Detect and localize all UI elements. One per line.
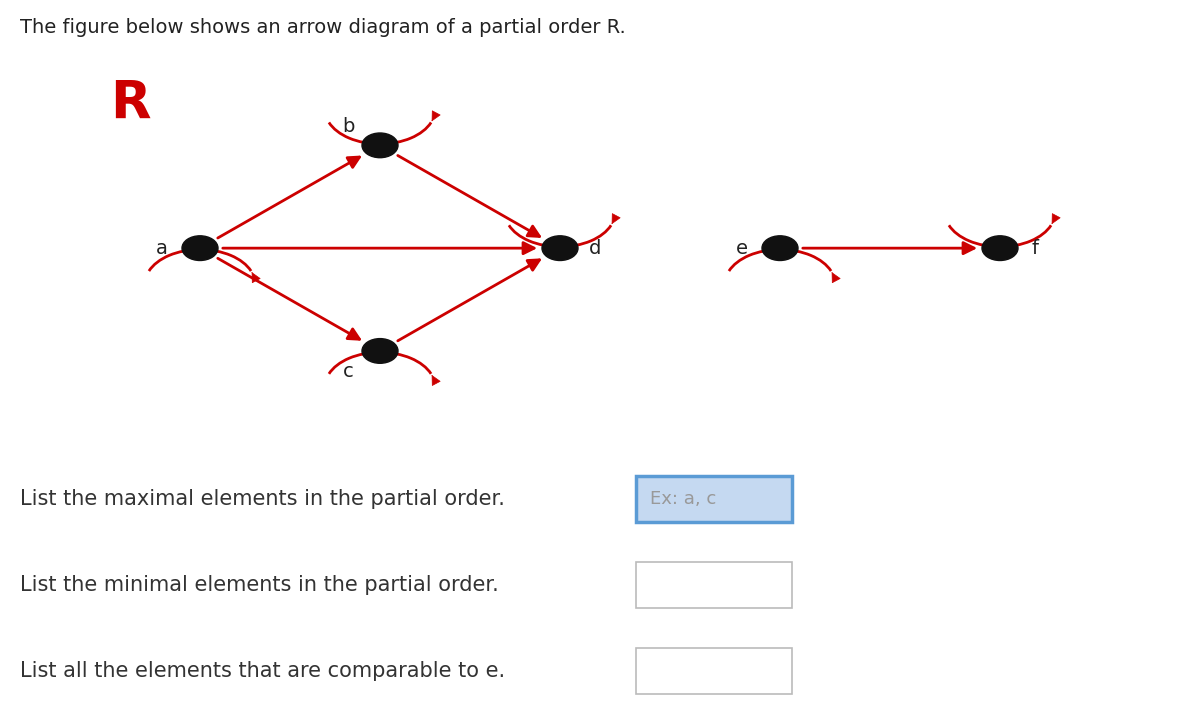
Circle shape <box>362 133 398 157</box>
Text: d: d <box>589 239 601 257</box>
FancyBboxPatch shape <box>636 476 792 522</box>
Circle shape <box>982 236 1018 260</box>
Text: e: e <box>736 239 748 257</box>
FancyBboxPatch shape <box>636 648 792 694</box>
FancyBboxPatch shape <box>636 562 792 608</box>
Text: a: a <box>156 239 168 257</box>
Text: b: b <box>342 117 354 135</box>
Text: c: c <box>343 362 353 381</box>
Circle shape <box>762 236 798 260</box>
Text: Ex: a, c: Ex: a, c <box>650 490 716 508</box>
Text: List all the elements that are comparable to e.: List all the elements that are comparabl… <box>20 661 505 681</box>
Circle shape <box>182 236 218 260</box>
Circle shape <box>542 236 578 260</box>
Text: The figure below shows an arrow diagram of a partial order R.: The figure below shows an arrow diagram … <box>20 18 626 37</box>
Circle shape <box>362 339 398 363</box>
Text: List the maximal elements in the partial order.: List the maximal elements in the partial… <box>20 489 505 509</box>
Text: R: R <box>109 78 150 130</box>
Text: List the minimal elements in the partial order.: List the minimal elements in the partial… <box>20 575 499 595</box>
Text: f: f <box>1032 239 1038 257</box>
